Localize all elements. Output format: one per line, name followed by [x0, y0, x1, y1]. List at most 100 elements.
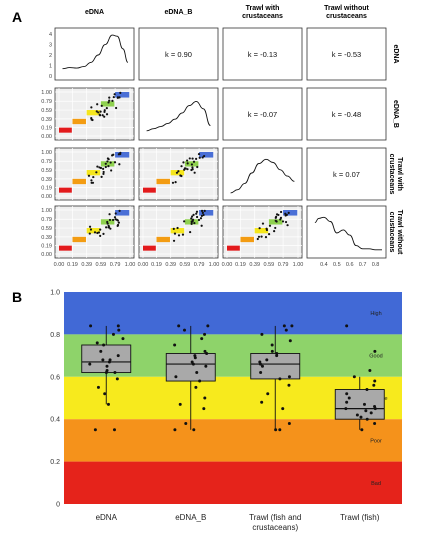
data-point — [89, 324, 93, 328]
scatter-point — [172, 239, 176, 242]
scatter-point — [111, 218, 115, 222]
scatter-y-tick: 1.00 — [41, 90, 52, 96]
scatter-x-tick: 0.79 — [278, 262, 289, 268]
data-point — [288, 339, 292, 343]
data-point — [198, 379, 202, 383]
density-x-tick: 0.7 — [359, 262, 367, 268]
density-curve — [146, 100, 211, 132]
data-point — [203, 349, 207, 353]
data-point — [345, 324, 349, 328]
data-point — [174, 375, 178, 379]
scatter-point — [284, 214, 287, 217]
scatter-y-tick: 0.00 — [41, 134, 52, 140]
data-point — [105, 364, 109, 368]
quality-square — [254, 228, 269, 234]
quality-square — [156, 178, 170, 185]
y-tick-label: 0 — [56, 502, 60, 509]
scatter-x-tick: 0.39 — [249, 262, 260, 268]
quality-band — [64, 292, 402, 335]
data-point — [355, 413, 359, 417]
row-header-line: Trawl without — [396, 210, 403, 255]
scatter-point — [104, 165, 107, 169]
band-label: Poor — [370, 438, 382, 444]
scatter-y-tick: 0.19 — [41, 186, 52, 192]
scatter-y-tick: 0.59 — [41, 168, 52, 174]
scatter-x-tick: 0.00 — [222, 262, 233, 268]
data-point — [103, 392, 107, 396]
quality-square — [227, 245, 240, 251]
scatter-point — [97, 111, 100, 114]
box-iqr — [81, 344, 132, 374]
scatter-point — [186, 168, 189, 171]
scatter-point — [183, 168, 186, 171]
quality-square — [72, 118, 86, 125]
x-category-label: crustaceans) — [252, 523, 298, 532]
scatter-x-tick: 1.00 — [125, 262, 136, 268]
scatter-y-tick: 0.39 — [41, 177, 52, 183]
data-point — [373, 404, 377, 408]
y-tick-label: 1.0 — [50, 290, 60, 297]
scatter-point — [284, 220, 288, 224]
data-point — [270, 343, 274, 347]
scatter-y-tick: 0.00 — [41, 194, 52, 200]
scatter-point — [108, 218, 112, 222]
scatter-x-tick: 0.59 — [96, 262, 107, 268]
quality-square — [143, 245, 156, 251]
scatter-point — [118, 209, 121, 212]
scatter-point — [275, 213, 279, 216]
scatter-point — [195, 210, 199, 213]
data-point — [373, 349, 377, 353]
scatter-point — [93, 231, 97, 234]
scatter-point — [200, 224, 203, 227]
correlation-panel — [222, 87, 303, 141]
scatter-y-tick: 0.00 — [41, 252, 52, 258]
quality-square — [170, 228, 185, 234]
scatter-point — [268, 224, 272, 227]
data-point — [177, 324, 181, 328]
data-point — [369, 411, 373, 415]
column-header-line: eDNA_B — [164, 9, 192, 16]
scatter-point — [104, 162, 107, 165]
data-point — [372, 383, 376, 387]
density-x-tick: 0.4 — [320, 262, 328, 268]
data-point — [204, 364, 208, 368]
scatter-point — [116, 219, 119, 222]
scatter-point — [190, 163, 194, 166]
column-header-line: Trawl with — [246, 5, 280, 12]
quality-square — [59, 127, 72, 133]
scatter-y-tick: 0.19 — [41, 244, 52, 250]
y-tick-label: 0.2 — [50, 459, 60, 466]
data-point — [266, 392, 270, 396]
quality-square — [115, 92, 130, 98]
scatter-point — [279, 216, 283, 220]
box-iqr — [165, 353, 216, 382]
column-header-line: crustaceans — [326, 13, 367, 20]
data-point — [260, 364, 264, 368]
column-header: eDNA_B — [164, 9, 192, 16]
scatter-point — [267, 233, 271, 236]
data-point — [284, 328, 288, 332]
row-header-line: crustaceans — [388, 154, 395, 195]
scatter-x-tick: 0.19 — [67, 262, 78, 268]
density-y-tick: 4 — [49, 32, 52, 38]
quality-square — [100, 161, 115, 167]
data-point — [265, 358, 269, 362]
data-point — [274, 428, 278, 432]
y-tick-label: 0.4 — [50, 417, 60, 424]
scatter-point — [188, 157, 191, 160]
scatter-point — [107, 158, 110, 161]
scatter-point — [274, 219, 277, 222]
scatter-x-tick: 0.19 — [235, 262, 246, 268]
scatter-point — [256, 237, 259, 241]
scatter-point — [281, 220, 285, 223]
scatter-point — [97, 231, 101, 234]
data-point — [182, 328, 186, 332]
data-point — [287, 421, 291, 425]
scatter-point — [199, 217, 203, 220]
data-point — [173, 428, 177, 432]
scatter-point — [114, 212, 117, 215]
data-point — [88, 362, 92, 366]
panel-letter-a: A — [12, 9, 22, 25]
quality-band — [64, 419, 402, 462]
quality-square — [199, 152, 214, 158]
